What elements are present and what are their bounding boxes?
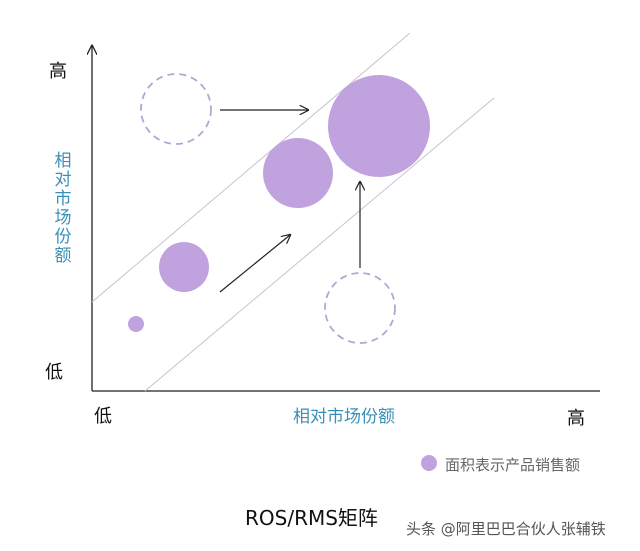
bubble-medium-small [159,242,209,292]
dashed-bubble-bottom [324,272,396,344]
bubble-large [328,75,430,177]
x-high-label: 高 [567,408,585,429]
x-axis-label: 相对市场份额 [293,407,395,427]
x-low-label: 低 [94,406,112,427]
bubble-medium [263,138,333,208]
arrow-diagonal [219,235,290,293]
band-upper-line [91,32,411,303]
y-high-label: 高 [49,61,67,82]
band-lower-line [144,97,495,392]
dashed-bubble-top [140,73,212,145]
diagram-title: ROS/RMS矩阵 [245,506,378,530]
y-low-label: 低 [45,362,63,383]
legend-swatch [421,455,437,471]
y-axis-label: 相对市场份额 [54,151,72,266]
bubble-small [128,316,144,332]
watermark: 头条 @阿里巴巴合伙人张辅铁 [406,520,606,538]
legend-label: 面积表示产品销售额 [445,456,581,474]
